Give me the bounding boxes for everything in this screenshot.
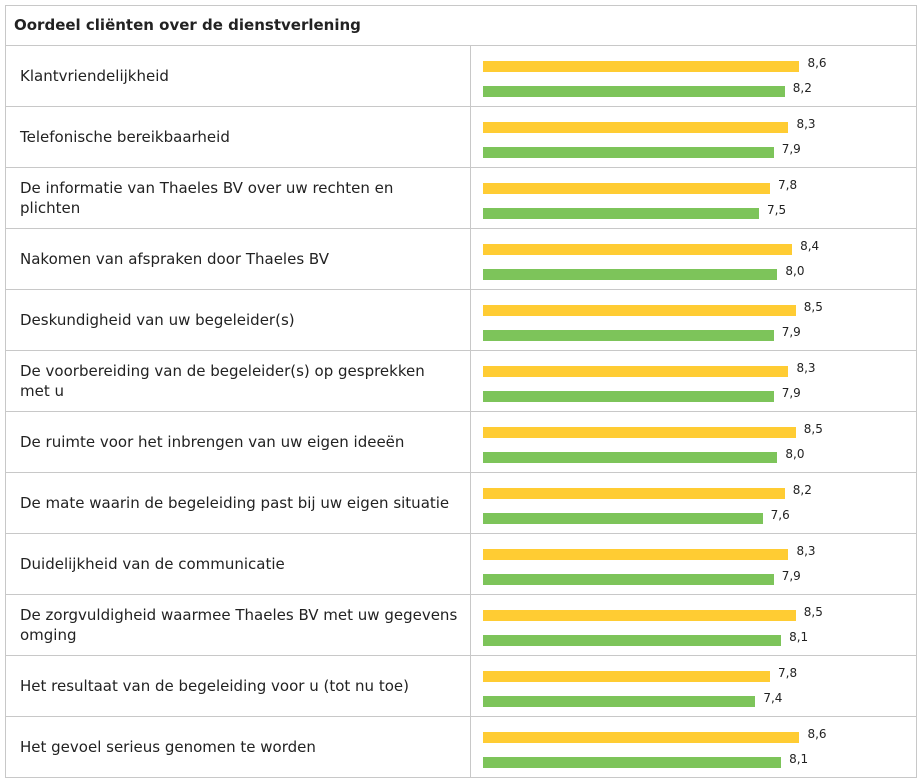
bar [483,574,774,585]
bar [483,305,796,316]
bar [483,549,789,560]
bar [483,86,785,97]
value-label: 8,4 [800,239,820,253]
value-label: 8,6 [807,56,827,70]
bar-cell: 8,5 8,1 [470,594,917,656]
bar-cell: 8,6 8,2 [470,45,917,107]
bar-cell: 8,5 7,9 [470,289,917,351]
row-label: Duidelijkheid van de communicatie [5,533,471,595]
bar [483,488,785,499]
row-label: Deskundigheid van uw begeleider(s) [5,289,471,351]
value-label: 7,8 [778,666,798,680]
row-label: De informatie van Thaeles BV over uw rec… [5,167,471,229]
bar [483,757,782,768]
bar [483,147,774,158]
bar [483,671,771,682]
value-label: 7,8 [778,178,798,192]
value-label: 8,6 [807,727,827,741]
value-label: 8,2 [792,81,812,95]
bar-cell: 8,3 7,9 [470,106,917,168]
bar [483,183,771,194]
bar [483,696,756,707]
bar-cell: 8,5 8,0 [470,411,917,473]
value-label: 7,9 [781,569,801,583]
value-label: 8,3 [796,117,816,131]
value-label: 8,0 [785,264,805,278]
row-label: Telefonische bereikbaarheid [5,106,471,168]
bar [483,122,789,133]
value-label: 8,5 [803,422,823,436]
value-label: 8,5 [803,605,823,619]
row-label: De zorgvuldigheid waarmee Thaeles BV met… [5,594,471,656]
value-label: 7,9 [781,142,801,156]
row-label: Het resultaat van de begeleiding voor u … [5,655,471,717]
value-label: 8,5 [803,300,823,314]
bar-cell: 8,6 8,1 [470,716,917,778]
row-label: De mate waarin de begeleiding past bij u… [5,472,471,534]
bar [483,635,782,646]
bar [483,427,796,438]
bar [483,513,763,524]
row-label: Nakomen van afspraken door Thaeles BV [5,228,471,290]
bar-cell: 7,8 7,5 [470,167,917,229]
bar [483,610,796,621]
bar [483,732,800,743]
value-label: 7,9 [781,325,801,339]
value-label: 8,1 [789,752,809,766]
row-label: Klantvriendelijkheid [5,45,471,107]
bar [483,391,774,402]
value-label: 8,3 [796,361,816,375]
row-label: De voorbereiding van de begeleider(s) op… [5,350,471,412]
bar [483,61,800,72]
row-label: De ruimte voor het inbrengen van uw eige… [5,411,471,473]
value-label: 8,3 [796,544,816,558]
row-label: Het gevoel serieus genomen te worden [5,716,471,778]
bar-cell: 8,3 7,9 [470,350,917,412]
bar [483,330,774,341]
bar [483,269,778,280]
value-label: 8,0 [785,447,805,461]
value-label: 7,6 [770,508,790,522]
bar [483,452,778,463]
bar [483,208,759,219]
value-label: 7,9 [781,386,801,400]
bar-cell: 8,2 7,6 [470,472,917,534]
value-label: 7,5 [767,203,787,217]
bar-cell: 8,3 7,9 [470,533,917,595]
value-label: 8,1 [789,630,809,644]
bar [483,366,789,377]
bar-cell: 8,4 8,0 [470,228,917,290]
value-label: 8,2 [792,483,812,497]
bar [483,244,793,255]
bar-cell: 7,8 7,4 [470,655,917,717]
value-label: 7,4 [763,691,783,705]
table-title: Oordeel cliënten over de dienstverlening [5,5,917,46]
